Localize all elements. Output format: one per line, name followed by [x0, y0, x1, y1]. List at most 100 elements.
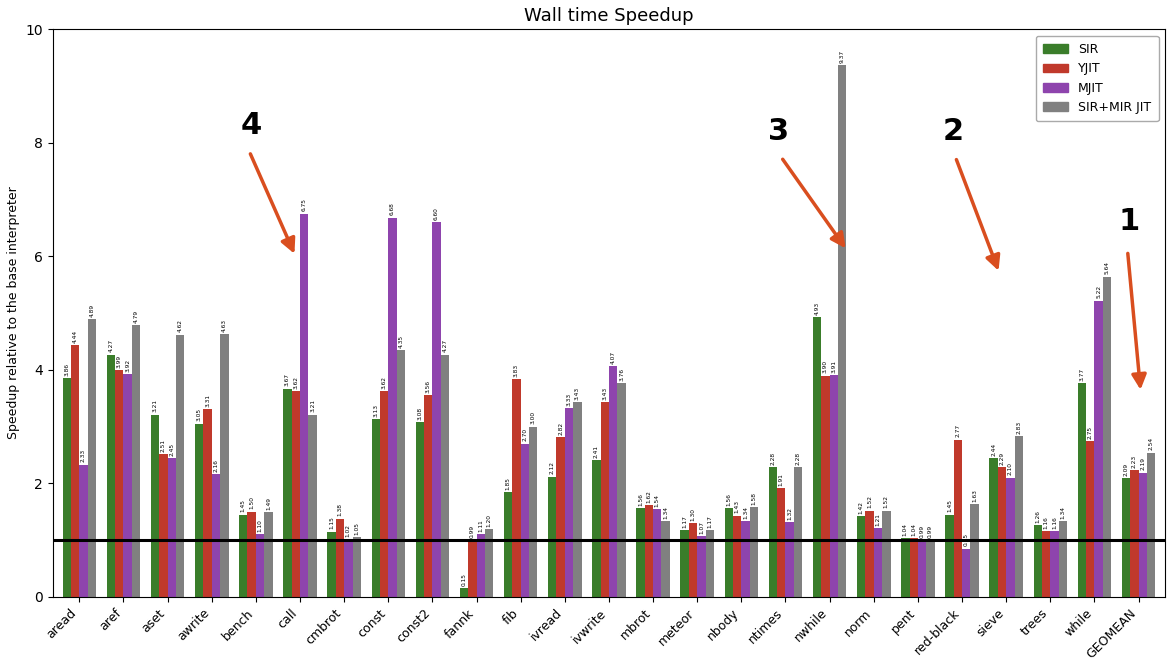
- Text: 1.62: 1.62: [647, 490, 652, 502]
- Text: 1.58: 1.58: [751, 492, 756, 505]
- Text: 1.45: 1.45: [947, 499, 952, 512]
- Bar: [742, 521, 750, 597]
- Text: 3.83: 3.83: [515, 364, 519, 377]
- Bar: [441, 355, 449, 597]
- Text: 2.23: 2.23: [1132, 455, 1137, 468]
- Bar: [512, 379, 520, 597]
- Bar: [793, 468, 803, 597]
- Bar: [345, 539, 353, 597]
- Text: 1.49: 1.49: [266, 497, 271, 510]
- Text: 0.99: 0.99: [470, 525, 475, 538]
- Bar: [212, 474, 220, 597]
- Text: 6.60: 6.60: [434, 207, 440, 220]
- Bar: [1034, 525, 1042, 597]
- Y-axis label: Speedup relative to the base interpreter: Speedup relative to the base interpreter: [7, 187, 20, 440]
- Bar: [80, 465, 88, 597]
- Text: 3.56: 3.56: [425, 379, 431, 393]
- Text: 3.76: 3.76: [619, 368, 624, 381]
- Bar: [1095, 301, 1103, 597]
- Text: 3: 3: [768, 117, 789, 146]
- Text: 3.62: 3.62: [382, 376, 387, 389]
- Text: 1.07: 1.07: [699, 521, 704, 534]
- Text: 0.15: 0.15: [462, 573, 466, 586]
- Bar: [1007, 478, 1015, 597]
- Bar: [926, 540, 934, 597]
- Bar: [653, 510, 661, 597]
- Text: 2.12: 2.12: [550, 462, 554, 474]
- Text: 2.51: 2.51: [161, 439, 166, 452]
- Bar: [168, 458, 176, 597]
- Bar: [468, 540, 477, 597]
- Text: 2.70: 2.70: [523, 428, 527, 442]
- Bar: [1086, 441, 1095, 597]
- Bar: [600, 402, 609, 597]
- Bar: [697, 536, 706, 597]
- Bar: [618, 383, 626, 597]
- Bar: [565, 408, 573, 597]
- Bar: [573, 402, 581, 597]
- Text: 3.99: 3.99: [117, 355, 122, 368]
- Text: 1.54: 1.54: [655, 494, 660, 507]
- Bar: [485, 529, 493, 597]
- Bar: [724, 508, 732, 597]
- Bar: [308, 415, 316, 597]
- Bar: [1130, 470, 1138, 597]
- Bar: [71, 345, 80, 597]
- Text: 1.56: 1.56: [727, 493, 731, 506]
- Bar: [353, 537, 361, 597]
- Text: 2.09: 2.09: [1124, 463, 1129, 476]
- Bar: [159, 454, 168, 597]
- Text: 3.00: 3.00: [531, 411, 536, 424]
- Text: 3.90: 3.90: [823, 360, 827, 373]
- Text: 4.63: 4.63: [222, 319, 227, 332]
- Text: 6.75: 6.75: [301, 198, 307, 212]
- Bar: [300, 214, 308, 597]
- Text: 1.85: 1.85: [505, 476, 511, 490]
- Text: 3.92: 3.92: [125, 359, 130, 372]
- Bar: [901, 538, 909, 597]
- Text: 1.17: 1.17: [707, 515, 713, 528]
- Text: 2.45: 2.45: [169, 442, 175, 456]
- Bar: [151, 415, 159, 597]
- Bar: [865, 510, 874, 597]
- Text: 1.52: 1.52: [884, 496, 888, 508]
- Text: 1.17: 1.17: [682, 515, 687, 528]
- Text: 3.67: 3.67: [285, 373, 289, 386]
- Bar: [822, 375, 830, 597]
- Bar: [1138, 472, 1147, 597]
- Bar: [284, 389, 292, 597]
- Text: 4.07: 4.07: [611, 351, 615, 363]
- Text: 1.34: 1.34: [1061, 506, 1065, 518]
- Bar: [459, 589, 468, 597]
- Bar: [372, 420, 380, 597]
- Bar: [239, 514, 247, 597]
- Text: 3.21: 3.21: [152, 399, 157, 412]
- Text: 4.44: 4.44: [73, 329, 77, 343]
- Bar: [732, 516, 742, 597]
- Text: 1.45: 1.45: [240, 499, 246, 512]
- Bar: [592, 460, 600, 597]
- Bar: [1122, 478, 1130, 597]
- Text: 1.16: 1.16: [1043, 516, 1049, 529]
- Text: 1.16: 1.16: [1052, 516, 1057, 529]
- Bar: [327, 532, 335, 597]
- Text: 3.13: 3.13: [373, 404, 379, 417]
- Bar: [529, 427, 538, 597]
- Bar: [131, 325, 141, 597]
- Bar: [970, 504, 979, 597]
- Bar: [909, 538, 918, 597]
- Text: 2.41: 2.41: [594, 445, 599, 458]
- Text: 3.33: 3.33: [566, 393, 572, 405]
- Text: 0.85: 0.85: [963, 533, 969, 546]
- Text: 2.28: 2.28: [796, 452, 800, 465]
- Bar: [874, 528, 883, 597]
- Bar: [335, 518, 345, 597]
- Text: 1.42: 1.42: [859, 501, 864, 514]
- Bar: [838, 65, 846, 597]
- Text: 1.30: 1.30: [690, 508, 695, 521]
- Bar: [548, 476, 557, 597]
- Bar: [636, 508, 645, 597]
- Text: 2.28: 2.28: [770, 452, 776, 465]
- Text: 4.35: 4.35: [398, 335, 403, 348]
- Bar: [689, 523, 697, 597]
